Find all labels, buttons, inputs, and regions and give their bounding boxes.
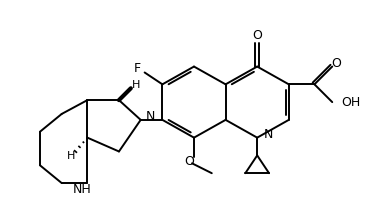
Text: N: N xyxy=(146,110,155,123)
Text: OH: OH xyxy=(341,96,360,109)
Text: O: O xyxy=(252,29,262,42)
Text: H: H xyxy=(66,151,75,161)
Text: N: N xyxy=(264,128,274,141)
Text: NH: NH xyxy=(73,183,92,196)
Text: H: H xyxy=(132,80,140,90)
Text: O: O xyxy=(184,155,194,168)
Text: O: O xyxy=(331,57,341,70)
Text: F: F xyxy=(134,62,141,75)
